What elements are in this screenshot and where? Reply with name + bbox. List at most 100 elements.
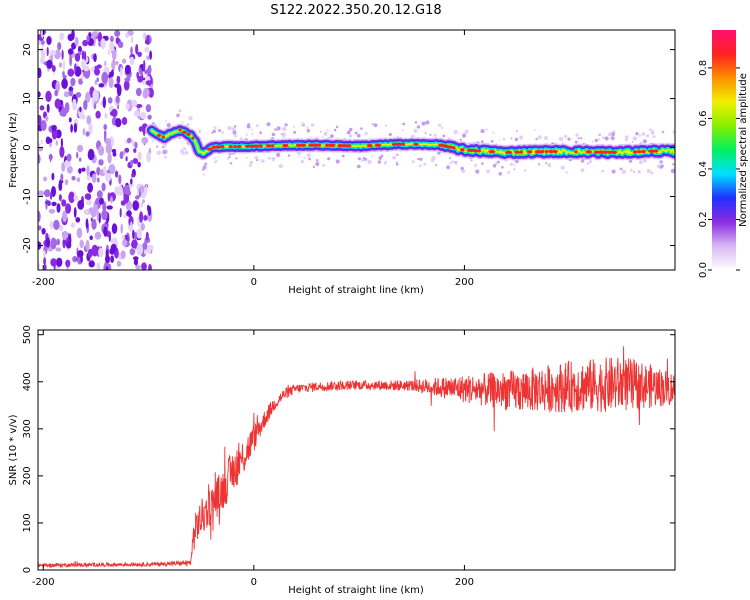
noise-speckle <box>61 199 67 207</box>
noise-speckle <box>144 39 150 45</box>
noise-speckle <box>74 63 77 73</box>
noise-speckle <box>76 151 79 159</box>
noise-speckle <box>110 243 117 253</box>
halo-speckle <box>357 164 361 169</box>
halo-speckle <box>602 136 605 139</box>
ridge-core <box>252 144 260 148</box>
snr-x-ticks: -200 0 200 <box>32 330 474 588</box>
noise-speckle <box>81 71 84 82</box>
noise-speckle <box>87 182 93 193</box>
colorbar-gradient <box>712 30 736 270</box>
halo-speckle <box>248 164 252 168</box>
noise-speckle <box>130 159 134 166</box>
noise-speckle <box>83 99 88 111</box>
noise-speckle <box>75 217 81 223</box>
x-tick-label: -200 <box>32 277 55 288</box>
noise-speckle <box>123 184 131 195</box>
halo-speckle <box>624 138 629 142</box>
ridge-core <box>282 143 289 148</box>
halo-speckle <box>547 163 552 168</box>
halo-speckle <box>367 159 372 164</box>
noise-speckle <box>86 115 92 125</box>
halo-speckle <box>661 130 665 134</box>
noise-speckle <box>63 91 70 98</box>
halo-speckle <box>577 137 580 140</box>
noise-speckle <box>54 98 61 109</box>
spectrogram-frame <box>37 29 676 271</box>
noise-speckle <box>88 207 95 214</box>
halo-speckle <box>245 133 249 136</box>
colorbar-tick-label: 0.6 <box>698 110 709 126</box>
halo-speckle <box>377 160 382 164</box>
noise-speckle <box>126 210 132 217</box>
noise-speckle <box>124 77 131 82</box>
ridge-core <box>526 150 533 154</box>
halo-speckle <box>460 166 464 171</box>
ridge-core <box>220 145 225 149</box>
halo-speckle <box>425 120 430 125</box>
noise-speckle <box>96 262 101 270</box>
noise-speckle <box>91 218 97 230</box>
noise-speckle <box>66 165 73 174</box>
halo-speckle <box>608 132 613 137</box>
halo-speckle <box>598 133 600 135</box>
halo-speckle <box>459 138 462 141</box>
halo-speckle <box>310 123 315 127</box>
noise-speckle <box>38 153 41 165</box>
halo-speckle <box>480 129 485 134</box>
ridge-core <box>401 142 406 146</box>
ridge-core <box>534 150 542 154</box>
noise-speckle <box>98 145 105 156</box>
halo-speckle <box>433 133 437 137</box>
halo-speckle <box>178 109 182 113</box>
halo-speckle <box>361 158 365 162</box>
halo-speckle <box>260 159 263 162</box>
noise-speckle <box>126 137 132 144</box>
noise-speckle <box>77 45 82 54</box>
y-tick-label: 200 <box>22 466 33 485</box>
halo-speckle <box>281 134 286 138</box>
halo-speckle <box>485 128 488 131</box>
halo-speckle <box>346 130 351 135</box>
noise-speckle <box>101 209 108 221</box>
halo-speckle <box>604 136 609 141</box>
halo-speckle <box>204 162 208 166</box>
ridge-core <box>540 150 545 154</box>
noise-speckle <box>133 148 137 153</box>
halo-speckle <box>414 121 418 124</box>
noise-speckle <box>119 151 124 160</box>
halo-speckle <box>475 169 480 174</box>
halo-speckle <box>416 125 421 129</box>
noise-speckle <box>45 237 51 248</box>
noise-speckle <box>49 220 54 230</box>
halo-speckle <box>580 168 585 173</box>
halo-speckle <box>558 136 564 142</box>
halo-speckle <box>631 141 634 143</box>
halo-speckle <box>538 163 541 166</box>
noise-speckle <box>114 30 121 37</box>
noise-speckle <box>51 124 57 132</box>
halo-speckle <box>259 131 263 135</box>
x-tick-label: 0 <box>251 277 257 288</box>
y-tick-label: 20 <box>22 43 33 56</box>
noise-speckle <box>62 230 69 241</box>
noise-speckle <box>119 207 122 218</box>
figure-title: S122.2022.350.20.12.G18 <box>270 3 441 18</box>
noise-speckle <box>105 142 113 154</box>
noise-speckle <box>111 61 116 70</box>
halo-speckle <box>255 124 259 128</box>
noise-speckle <box>147 64 152 75</box>
snr-plot-area <box>38 346 675 569</box>
noise-speckle <box>71 175 76 181</box>
noise-speckle <box>47 138 53 143</box>
noise-speckle <box>38 262 41 269</box>
noise-speckle <box>125 103 130 110</box>
noise-speckle <box>95 110 101 119</box>
halo-speckle <box>348 127 353 132</box>
noise-speckle <box>58 62 63 68</box>
halo-speckle <box>419 157 423 161</box>
spectrogram-plot-area <box>38 30 675 270</box>
noise-speckle <box>41 40 45 45</box>
halo-speckle <box>310 136 313 138</box>
noise-speckle <box>87 148 95 161</box>
